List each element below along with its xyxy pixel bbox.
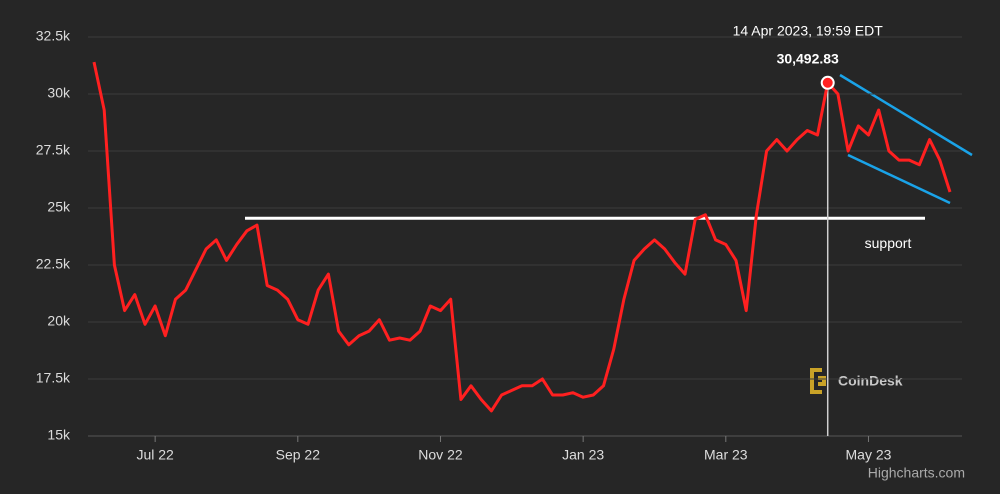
- y-tick-label: 20k: [47, 313, 71, 329]
- x-tick-label: Mar 23: [704, 447, 748, 463]
- tooltip-date: 14 Apr 2023, 19:59 EDT: [733, 23, 884, 39]
- y-tick-label: 15k: [47, 427, 71, 443]
- credit[interactable]: Highcharts.com: [868, 465, 965, 481]
- channel-lower: [847, 153, 951, 205]
- y-tick-label: 32.5k: [36, 28, 71, 44]
- x-tick-label: Jul 22: [136, 447, 174, 463]
- watermark-icon: [810, 368, 826, 394]
- y-tick-label: 25k: [47, 199, 71, 215]
- watermark: CoinDesk: [838, 373, 903, 389]
- x-tick-label: Sep 22: [276, 447, 321, 463]
- x-tick-label: Jan 23: [562, 447, 604, 463]
- tooltip-value: 30,492.83: [777, 51, 839, 67]
- channel-upper: [839, 73, 973, 157]
- y-tick-label: 22.5k: [36, 256, 71, 272]
- y-tick-label: 30k: [47, 85, 71, 101]
- hover-point: [820, 75, 835, 90]
- support-label: support: [865, 235, 912, 251]
- y-tick-label: 17.5k: [36, 370, 71, 386]
- price-line: [92, 61, 952, 413]
- y-tick-label: 27.5k: [36, 142, 71, 158]
- x-tick-label: May 23: [846, 447, 892, 463]
- x-tick-label: Nov 22: [418, 447, 463, 463]
